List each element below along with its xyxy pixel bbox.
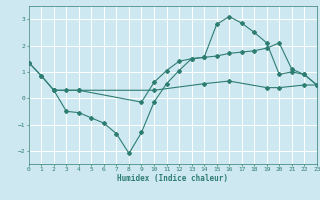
X-axis label: Humidex (Indice chaleur): Humidex (Indice chaleur) [117, 174, 228, 183]
